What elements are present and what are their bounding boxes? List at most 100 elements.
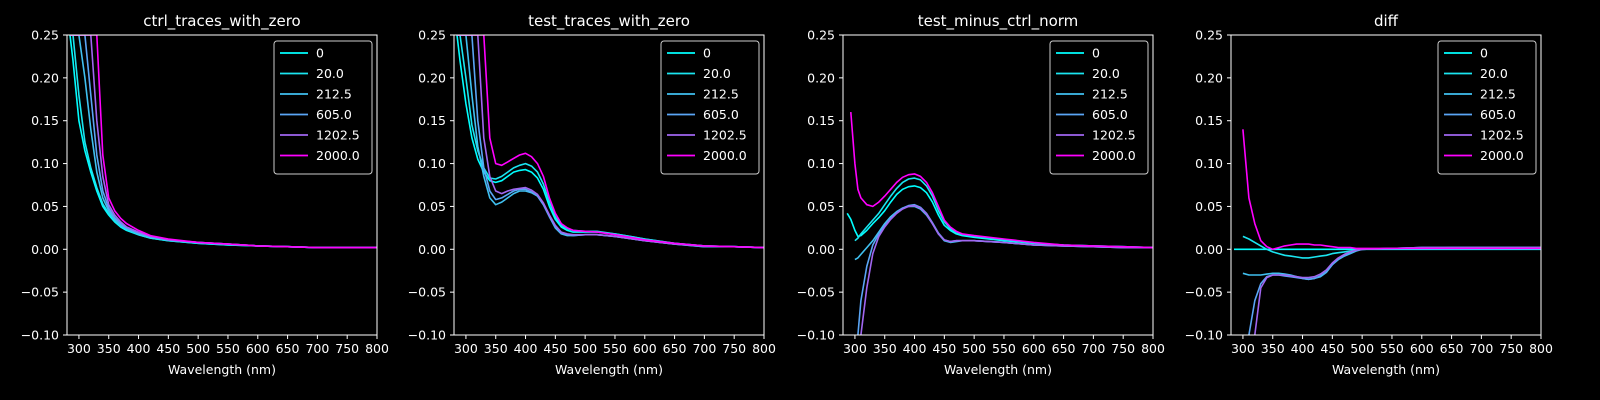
x-tick-label: 550: [216, 341, 240, 356]
x-tick-label: 800: [1529, 341, 1553, 356]
legend-label: 20.0: [703, 66, 731, 81]
x-tick-label: 700: [305, 341, 329, 356]
y-tick-label: 0.05: [418, 199, 446, 214]
legend: 0 20.0 212.5 605.0 1202.5 2000.0: [273, 40, 373, 175]
x-tick-label: 300: [843, 341, 867, 356]
series-line-1: [854, 177, 1153, 249]
x-tick-label: 750: [722, 341, 746, 356]
legend-label: 212.5: [1480, 87, 1516, 102]
chart-title: ctrl_traces_with_zero: [143, 12, 300, 31]
y-tick-label: 0.00: [418, 242, 446, 257]
x-tick-label: 300: [454, 341, 478, 356]
series-line-3: [857, 203, 1153, 335]
series-line-4: [457, 35, 764, 249]
x-tick-label: 350: [1261, 341, 1285, 356]
plot-frame: [1230, 34, 1542, 336]
series-line-2: [1242, 246, 1541, 281]
legend-label: 0: [1480, 46, 1488, 61]
y-tick-label: 0.25: [31, 28, 59, 43]
legend-label: 1202.5: [1092, 128, 1136, 143]
x-tick-label: 750: [1499, 341, 1523, 356]
series-line-3: [1248, 246, 1541, 335]
x-tick-label: 450: [932, 341, 956, 356]
x-tick-label: 600: [633, 341, 657, 356]
legend-label: 605.0: [703, 107, 739, 122]
x-tick-label: 600: [1410, 341, 1434, 356]
legend-label: 20.0: [1480, 66, 1508, 81]
legend-label: 2000.0: [316, 148, 360, 163]
y-tick-label: −0.05: [408, 285, 446, 300]
chart-title: test_minus_ctrl_norm: [918, 12, 1079, 31]
y-tick-label: −0.10: [797, 328, 835, 343]
y-tick-label: 0.05: [1195, 199, 1223, 214]
legend: 0 20.0 212.5 605.0 1202.5 2000.0: [660, 40, 760, 175]
x-tick-label: 700: [1081, 341, 1105, 356]
y-tick-label: −0.05: [797, 285, 835, 300]
series-line-4: [1254, 246, 1541, 335]
series-group: [846, 112, 1153, 335]
x-tick-label: 500: [573, 341, 597, 356]
y-tick-label: 0.05: [807, 199, 835, 214]
x-tick-label: 350: [484, 341, 508, 356]
y-tick-label: 0.15: [31, 113, 59, 128]
y-tick-label: 0.20: [31, 70, 59, 85]
legend-label: 2000.0: [703, 148, 747, 163]
y-tick-label: 0.25: [418, 28, 446, 43]
legend-label: 605.0: [1480, 107, 1516, 122]
x-tick-label: 300: [1231, 341, 1255, 356]
x-tick-label: 450: [543, 341, 567, 356]
legend-label: 212.5: [703, 87, 739, 102]
x-tick-label: 500: [186, 341, 210, 356]
x-tick-label: 800: [365, 341, 389, 356]
x-tick-label: 500: [962, 341, 986, 356]
series-line-5: [1242, 129, 1541, 251]
legend-label: 2000.0: [1092, 148, 1136, 163]
plot-frame: [842, 34, 1154, 336]
y-tick-label: 0.00: [807, 242, 835, 257]
x-axis-label: Wavelength (nm): [1332, 362, 1440, 377]
x-tick-label: 550: [603, 341, 627, 356]
legend-label: 0: [1092, 46, 1100, 61]
x-tick-label: 600: [246, 341, 270, 356]
x-tick-label: 450: [156, 341, 180, 356]
series-line-2: [854, 205, 1153, 261]
x-tick-label: 800: [752, 341, 776, 356]
legend-label: 0: [316, 46, 324, 61]
plot-frame: [453, 34, 765, 336]
series-line-5: [70, 35, 377, 249]
y-tick-label: −0.10: [1185, 328, 1223, 343]
x-tick-label: 500: [1350, 341, 1374, 356]
x-tick-label: 400: [514, 341, 538, 356]
x-tick-label: 400: [1291, 341, 1315, 356]
y-tick-label: 0.25: [1195, 28, 1223, 43]
x-tick-label: 650: [276, 341, 300, 356]
x-tick-label: 650: [1052, 341, 1076, 356]
series-line-5: [457, 35, 764, 249]
series-group: [1234, 129, 1541, 335]
y-tick-label: −0.05: [1185, 285, 1223, 300]
y-tick-label: 0.10: [1195, 156, 1223, 171]
legend-label: 20.0: [316, 66, 344, 81]
chart-title: diff: [1374, 12, 1399, 30]
x-tick-label: 300: [67, 341, 91, 356]
y-tick-label: 0.10: [807, 156, 835, 171]
y-tick-label: 0.15: [807, 113, 835, 128]
y-tick-label: 0.05: [31, 199, 59, 214]
series-line-4: [860, 204, 1153, 335]
x-tick-label: 600: [1022, 341, 1046, 356]
x-tick-label: 750: [335, 341, 359, 356]
y-tick-label: 0.15: [1195, 113, 1223, 128]
x-tick-label: 650: [1440, 341, 1464, 356]
legend-label: 0: [703, 46, 711, 61]
x-axis-label: Wavelength (nm): [168, 362, 276, 377]
series-group: [456, 35, 764, 249]
y-tick-label: 0.15: [418, 113, 446, 128]
x-tick-label: 750: [1111, 341, 1135, 356]
legend-label: 605.0: [316, 107, 352, 122]
chart-title: test_traces_with_zero: [528, 12, 690, 31]
chart-panel-1: 300 350 400 450 500 550 600 650 700 750 800 0.25 0.2…: [408, 12, 776, 377]
legend-label: 2000.0: [1480, 148, 1524, 163]
legend: 0 20.0 212.5 605.0 1202.5 2000.0: [1049, 40, 1149, 175]
x-tick-label: 400: [903, 341, 927, 356]
